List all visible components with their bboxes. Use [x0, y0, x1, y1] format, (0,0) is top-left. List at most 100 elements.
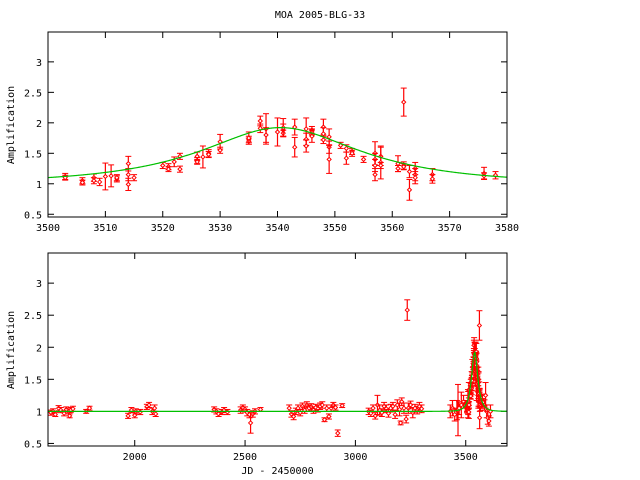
point-marker — [412, 174, 418, 181]
point-marker — [320, 131, 327, 137]
point-marker — [418, 406, 425, 412]
data-point — [377, 161, 384, 170]
data-point — [492, 171, 499, 180]
y-tick-label: 0.5 — [24, 210, 42, 221]
data-point — [113, 174, 120, 182]
data-point — [332, 404, 339, 411]
point-marker — [257, 118, 263, 124]
data-point — [152, 410, 159, 418]
point-marker — [383, 406, 389, 412]
x-tick-label: 3520 — [151, 223, 175, 234]
data-point — [79, 179, 86, 186]
data-point — [429, 174, 436, 184]
data-point — [131, 174, 138, 182]
y-tick-label: 0.5 — [24, 439, 42, 450]
data-point — [458, 391, 465, 419]
point-marker — [401, 99, 407, 105]
point-marker — [349, 150, 355, 157]
y-tick-label: 2 — [36, 343, 42, 354]
point-marker — [137, 409, 143, 415]
point-marker — [290, 413, 297, 420]
point-marker — [466, 409, 472, 415]
data-point — [321, 417, 328, 423]
point-marker — [152, 411, 159, 417]
point-marker — [299, 403, 306, 409]
data-point — [343, 151, 350, 165]
point-marker — [476, 322, 483, 329]
y-tick-label: 3 — [36, 279, 42, 290]
point-marker — [429, 176, 436, 182]
data-point — [404, 299, 411, 321]
data-point — [108, 164, 115, 188]
plot-frame — [47, 31, 508, 218]
data-point — [360, 155, 367, 163]
point-marker — [102, 173, 109, 180]
point-marker — [403, 416, 409, 422]
data-point — [52, 411, 59, 418]
data-point — [339, 402, 346, 409]
point-marker — [217, 139, 223, 145]
point-marker — [292, 144, 298, 150]
point-marker — [395, 165, 401, 172]
data-point — [392, 410, 399, 419]
plot-frame — [47, 252, 508, 447]
point-marker — [125, 413, 131, 419]
y-tick-label: 1.5 — [24, 149, 42, 160]
data-point — [412, 171, 419, 185]
point-marker — [486, 418, 492, 424]
point-marker — [91, 178, 97, 184]
point-marker — [406, 187, 413, 193]
point-marker — [70, 406, 76, 412]
point-marker — [392, 411, 398, 418]
point-marker — [165, 166, 172, 172]
data-point — [194, 158, 201, 165]
x-tick-label: 3500 — [454, 452, 478, 463]
x-tick-label: 3570 — [438, 223, 462, 234]
data-point — [86, 405, 93, 411]
x-tick-label: 3540 — [265, 223, 289, 234]
x-tick-label: 3000 — [343, 452, 367, 463]
data-point — [146, 401, 153, 409]
data-point — [334, 429, 341, 437]
data-point — [217, 146, 224, 154]
point-marker — [406, 168, 413, 175]
point-marker — [146, 402, 152, 408]
data-point — [159, 161, 166, 170]
data-point — [325, 413, 332, 420]
data-point — [291, 118, 298, 136]
data-point — [303, 139, 310, 153]
y-tick-label: 2.5 — [24, 311, 42, 322]
data-point — [125, 412, 132, 419]
x-tick-label: 3500 — [36, 223, 60, 234]
data-point — [326, 144, 333, 174]
point-marker — [114, 174, 120, 181]
point-marker — [332, 404, 339, 411]
point-marker — [320, 137, 327, 143]
point-marker — [476, 415, 483, 421]
y-tick-label: 2.5 — [24, 88, 42, 99]
point-marker — [394, 402, 401, 408]
point-marker — [194, 159, 200, 165]
y-tick-label: 1 — [36, 407, 42, 418]
y-tick-label: 3 — [36, 58, 42, 69]
x-tick-label: 3560 — [380, 223, 404, 234]
point-marker — [360, 156, 367, 163]
point-marker — [390, 403, 396, 409]
y-tick-label: 1 — [36, 180, 42, 191]
point-marker — [66, 413, 73, 419]
point-marker — [151, 405, 158, 411]
data-point — [125, 177, 132, 191]
point-marker — [343, 145, 350, 152]
data-point — [205, 150, 212, 159]
point-marker — [401, 405, 407, 411]
x-tick-label: 3580 — [495, 223, 519, 234]
data-point — [400, 87, 407, 117]
point-marker — [205, 151, 212, 158]
data-point — [291, 136, 298, 158]
data-point — [165, 166, 172, 173]
data-point — [274, 117, 281, 147]
y-axis-label: Amplification — [6, 311, 17, 389]
point-marker — [96, 179, 103, 185]
point-marker — [324, 405, 330, 411]
